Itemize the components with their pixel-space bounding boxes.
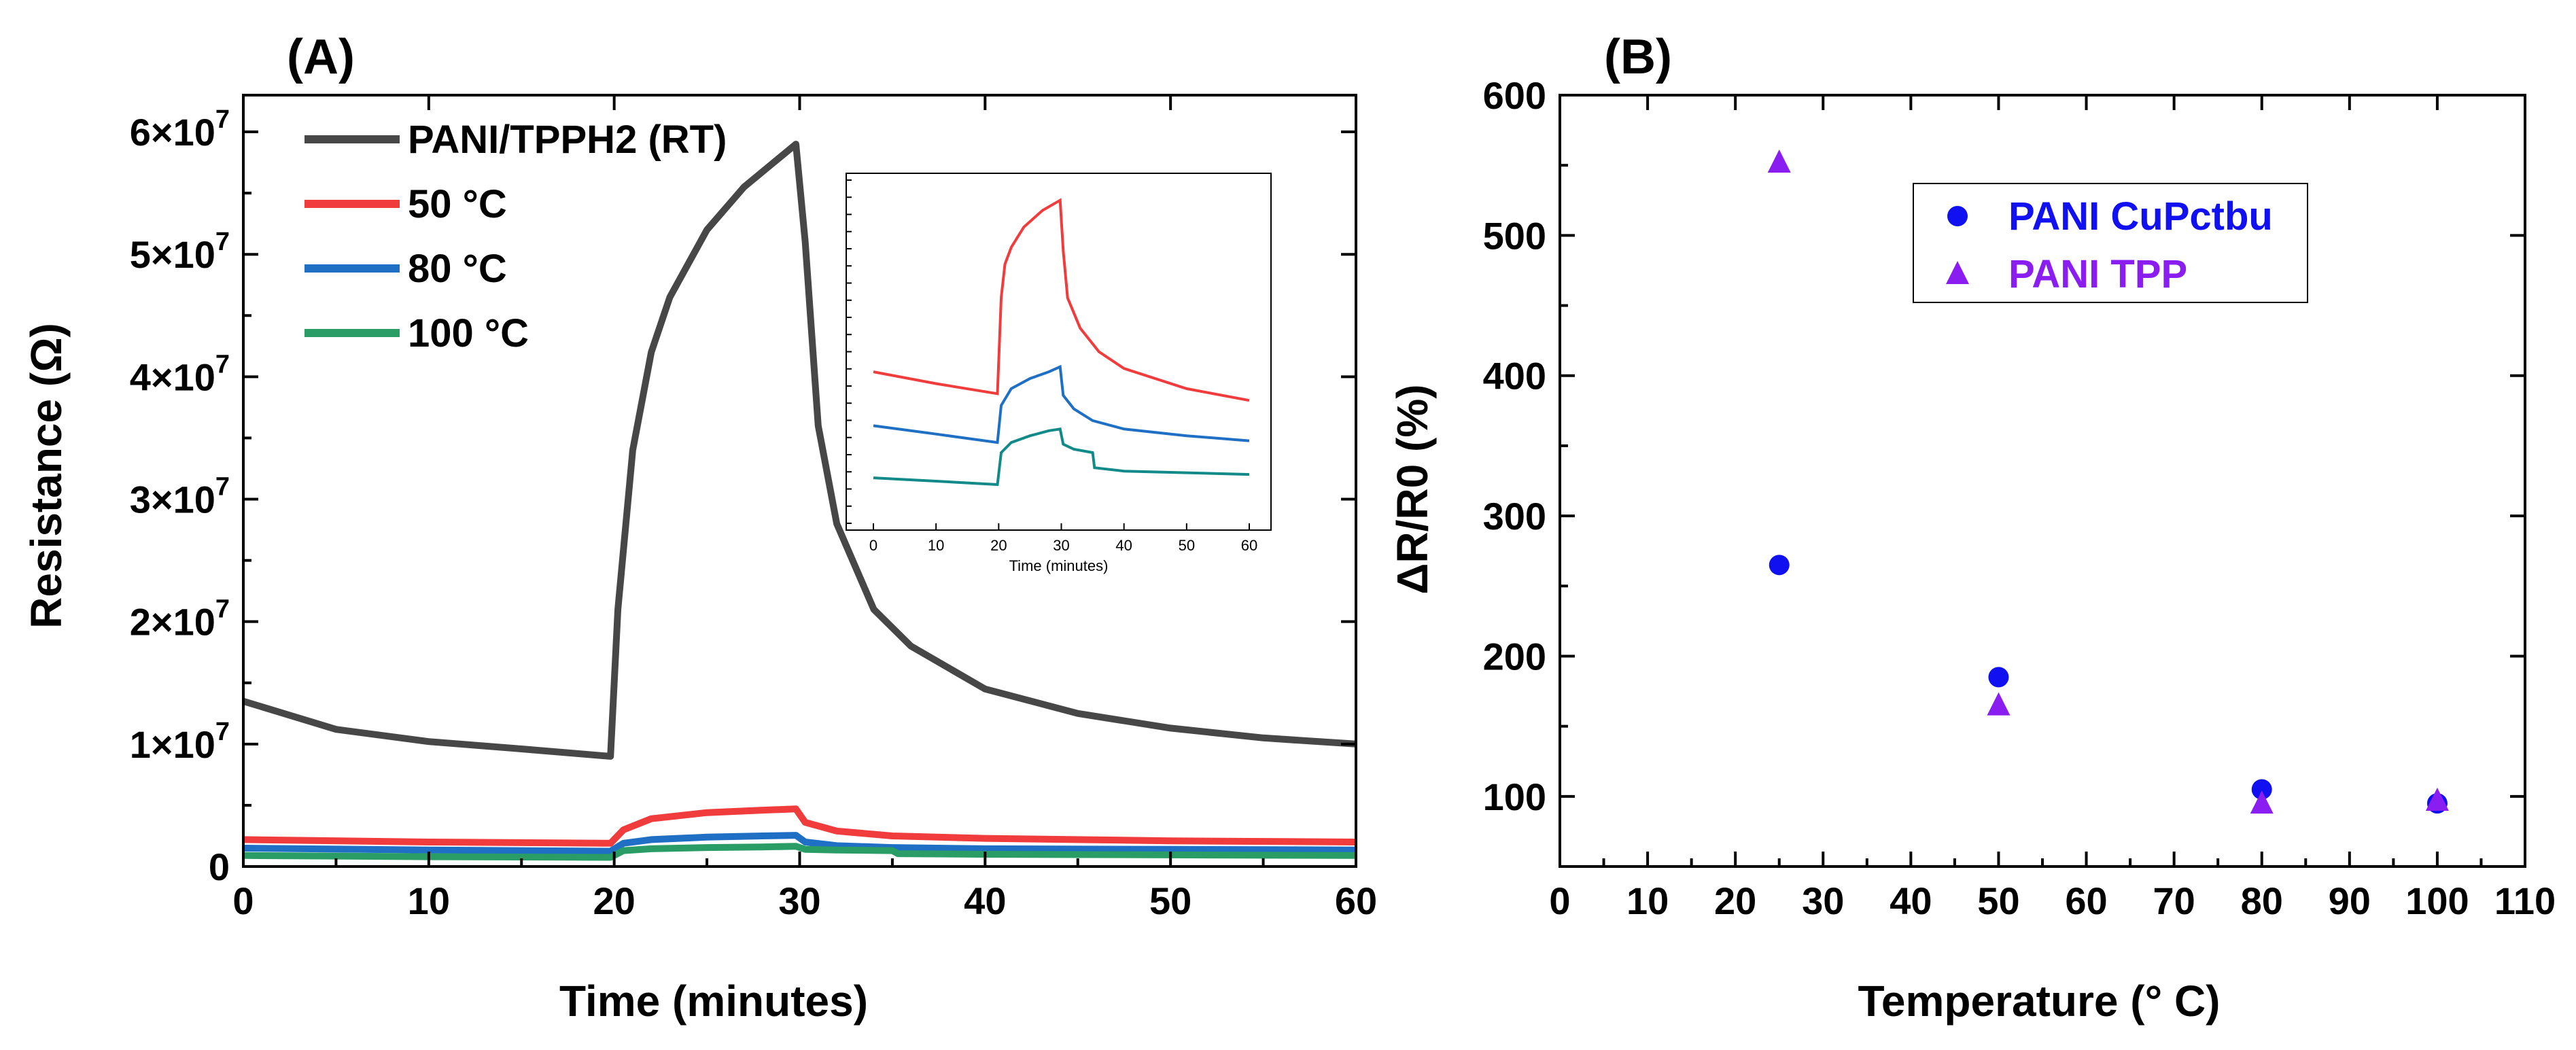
x-tick-label: 40 — [1890, 879, 1932, 922]
inset-x-tick-label: 10 — [928, 537, 944, 554]
data-point-circle — [1769, 555, 1790, 576]
x-tick-label: 60 — [2065, 879, 2107, 922]
data-point-triangle — [1987, 692, 2011, 716]
data-point-triangle — [1767, 150, 1791, 173]
panel-a-inset: 0 10 20 30 40 50 60 Time (minutes) — [846, 173, 1272, 574]
panel-a-legend: PANI/TPPH2 (RT) 50 °C 80 °C 100 °C — [304, 118, 727, 355]
inset-x-axis-title: Time (minutes) — [1009, 557, 1109, 574]
legend-label: 80 °C — [408, 247, 507, 291]
inset-x-tick-label: 40 — [1115, 537, 1132, 554]
y-tick-label: 6×107 — [130, 105, 230, 154]
y-tick-label: 0 — [209, 845, 230, 888]
inset-x-tick-label: 50 — [1179, 537, 1195, 554]
data-point-triangle — [2250, 790, 2274, 814]
x-tick-label: 40 — [964, 879, 1006, 922]
x-tick-label: 0 — [232, 879, 254, 922]
data-point-circle — [2251, 779, 2272, 800]
legend-label: 100 °C — [408, 311, 529, 355]
x-tick-label: 30 — [778, 879, 820, 922]
x-tick-label: 70 — [2153, 879, 2195, 922]
panel-a-plot-area: 0 10 20 30 40 50 60 0 1×107 2×107 3×107 4×107 5×107 6… — [130, 94, 1377, 922]
x-tick-label: 10 — [408, 879, 450, 922]
panel-a: (A) 0 10 20 30 40 50 60 0 1×107 2×107 3×107 4×107 5×… — [22, 30, 1377, 1026]
data-point-triangle — [2425, 788, 2449, 811]
x-tick-label: 50 — [1977, 879, 2019, 922]
y-tick-label: 400 — [1483, 355, 1546, 398]
legend-label: 50 °C — [408, 182, 507, 226]
data-point-triangle — [1946, 261, 1969, 284]
x-tick-label: 20 — [1714, 879, 1756, 922]
x-tick-label: 60 — [1335, 879, 1377, 922]
y-tick-label: 1×107 — [130, 718, 230, 766]
inset-series-line-1 — [873, 364, 1250, 444]
y-tick-label: 100 — [1483, 775, 1546, 818]
inset-series-line-2 — [873, 427, 1250, 487]
data-point-circle — [1947, 206, 1968, 226]
x-tick-label: 110 — [2494, 879, 2556, 922]
x-tick-label: 30 — [1802, 879, 1844, 922]
y-tick-label: 2×107 — [130, 595, 230, 644]
y-tick-label: 4×107 — [130, 350, 230, 398]
y-tick-label: 300 — [1483, 495, 1546, 538]
series-line-1 — [243, 805, 1357, 847]
panel-a-y-axis-title: Resistance (Ω) — [22, 323, 71, 629]
inset-series-line-0 — [873, 198, 1250, 402]
inset-x-tick-label: 30 — [1053, 537, 1069, 554]
panel-a-x-axis-title: Time (minutes) — [559, 977, 868, 1026]
panel-b: (B) 0 10 20 30 40 50 60 70 80 90 100 110 100 200 300 40… — [1388, 30, 2556, 1026]
x-tick-label: 100 — [2405, 879, 2469, 922]
panel-b-legend: PANI CuPctbu PANI TPP — [1913, 183, 2308, 303]
y-tick-label: 200 — [1483, 635, 1546, 678]
series-line-2 — [243, 832, 1357, 855]
legend-label: PANI/TPPH2 (RT) — [408, 118, 727, 162]
x-tick-label: 90 — [2329, 879, 2371, 922]
inset-x-tick-label: 0 — [869, 537, 877, 554]
x-tick-label: 80 — [2241, 879, 2283, 922]
legend-box — [1913, 183, 2308, 303]
data-point-circle — [1988, 667, 2009, 688]
panel-b-y-axis-title: ΔR/R0 (%) — [1388, 384, 1437, 594]
y-tick-label: 600 — [1483, 74, 1546, 117]
series-line-0 — [242, 141, 1357, 760]
legend-label: PANI CuPctbu — [2008, 194, 2273, 239]
x-tick-label: 50 — [1149, 879, 1191, 922]
panel-b-plot-area: 0 10 20 30 40 50 60 70 80 90 100 110 100 200 300 400 500… — [1483, 74, 2556, 922]
panel-a-label: (A) — [287, 30, 355, 84]
y-tick-label: 3×107 — [130, 473, 230, 521]
y-tick-label: 5×107 — [130, 228, 230, 276]
inset-background — [846, 173, 1271, 530]
panel-b-x-axis-title: Temperature (° C) — [1858, 977, 2221, 1026]
x-tick-label: 20 — [593, 879, 636, 922]
y-tick-label: 500 — [1483, 214, 1546, 257]
panel-b-label: (B) — [1604, 30, 1672, 84]
inset-x-tick-label: 60 — [1241, 537, 1257, 554]
inset-x-tick-label: 20 — [990, 537, 1007, 554]
legend-label: PANI TPP — [2008, 252, 2187, 296]
x-tick-label: 10 — [1626, 879, 1669, 922]
x-tick-label: 0 — [1549, 879, 1570, 922]
